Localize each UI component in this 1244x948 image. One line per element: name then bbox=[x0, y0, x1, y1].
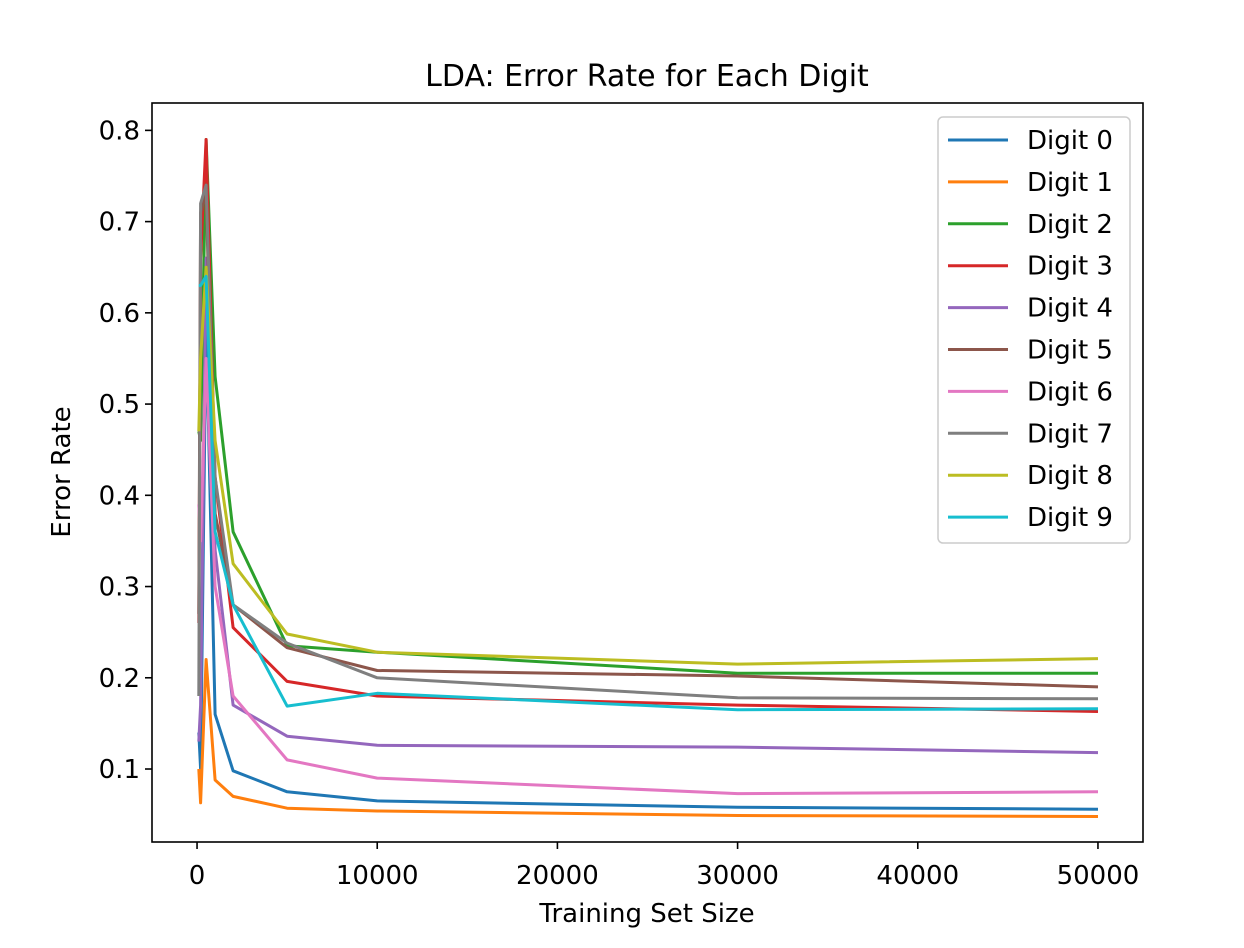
series-line-digit-9 bbox=[198, 274, 1099, 712]
y-tick-label: 0.7 bbox=[99, 208, 140, 238]
x-tick-label: 10000 bbox=[336, 861, 419, 891]
legend-label-digit-8: Digit 8 bbox=[1027, 461, 1113, 491]
y-tick-label: 0.2 bbox=[99, 664, 140, 694]
series-line-digit-3 bbox=[197, 138, 1099, 713]
x-tick-label: 30000 bbox=[696, 861, 779, 891]
x-tick-label: 0 bbox=[189, 861, 206, 891]
y-tick-label: 0.5 bbox=[99, 390, 140, 420]
y-axis-label: Error Rate bbox=[47, 406, 77, 537]
y-axis-ticks: 0.1 0.2 0.3 0.4 0.5 0.6 0.7 0.8 bbox=[99, 116, 152, 785]
series-lines bbox=[197, 138, 1099, 818]
legend-label-digit-5: Digit 5 bbox=[1027, 336, 1113, 366]
legend-label-digit-3: Digit 3 bbox=[1027, 252, 1113, 282]
legend-label-digit-6: Digit 6 bbox=[1027, 377, 1113, 407]
y-tick-label: 0.1 bbox=[99, 755, 140, 785]
series-line-digit-4 bbox=[197, 256, 1099, 755]
x-tick-label: 50000 bbox=[1057, 861, 1140, 891]
x-tick-label: 40000 bbox=[876, 861, 959, 891]
x-axis-label: Training Set Size bbox=[538, 899, 754, 929]
chart-title: LDA: Error Rate for Each Digit bbox=[425, 59, 869, 94]
series-line-digit-6 bbox=[197, 357, 1099, 796]
x-tick-label: 20000 bbox=[516, 861, 599, 891]
legend-label-digit-2: Digit 2 bbox=[1027, 210, 1113, 240]
y-tick-label: 0.4 bbox=[99, 481, 140, 511]
x-axis-ticks: 0 10000 20000 30000 40000 50000 bbox=[189, 842, 1140, 891]
legend-label-digit-9: Digit 9 bbox=[1027, 503, 1113, 533]
y-tick-label: 0.6 bbox=[99, 299, 140, 329]
legend: Digit 0 Digit 1 Digit 2 Digit 3 Digit 4 Digit… bbox=[937, 116, 1131, 544]
legend-label-digit-0: Digit 0 bbox=[1027, 126, 1113, 156]
plot-frame bbox=[151, 102, 1144, 843]
legend-label-digit-7: Digit 7 bbox=[1027, 419, 1113, 449]
legend-label-digit-1: Digit 1 bbox=[1027, 168, 1113, 198]
y-tick-label: 0.3 bbox=[99, 573, 140, 603]
legend-label-digit-4: Digit 4 bbox=[1027, 294, 1113, 324]
series-line-digit-1 bbox=[197, 658, 1099, 818]
series-line-digit-8 bbox=[197, 265, 1099, 666]
y-tick-label: 0.8 bbox=[99, 116, 140, 146]
